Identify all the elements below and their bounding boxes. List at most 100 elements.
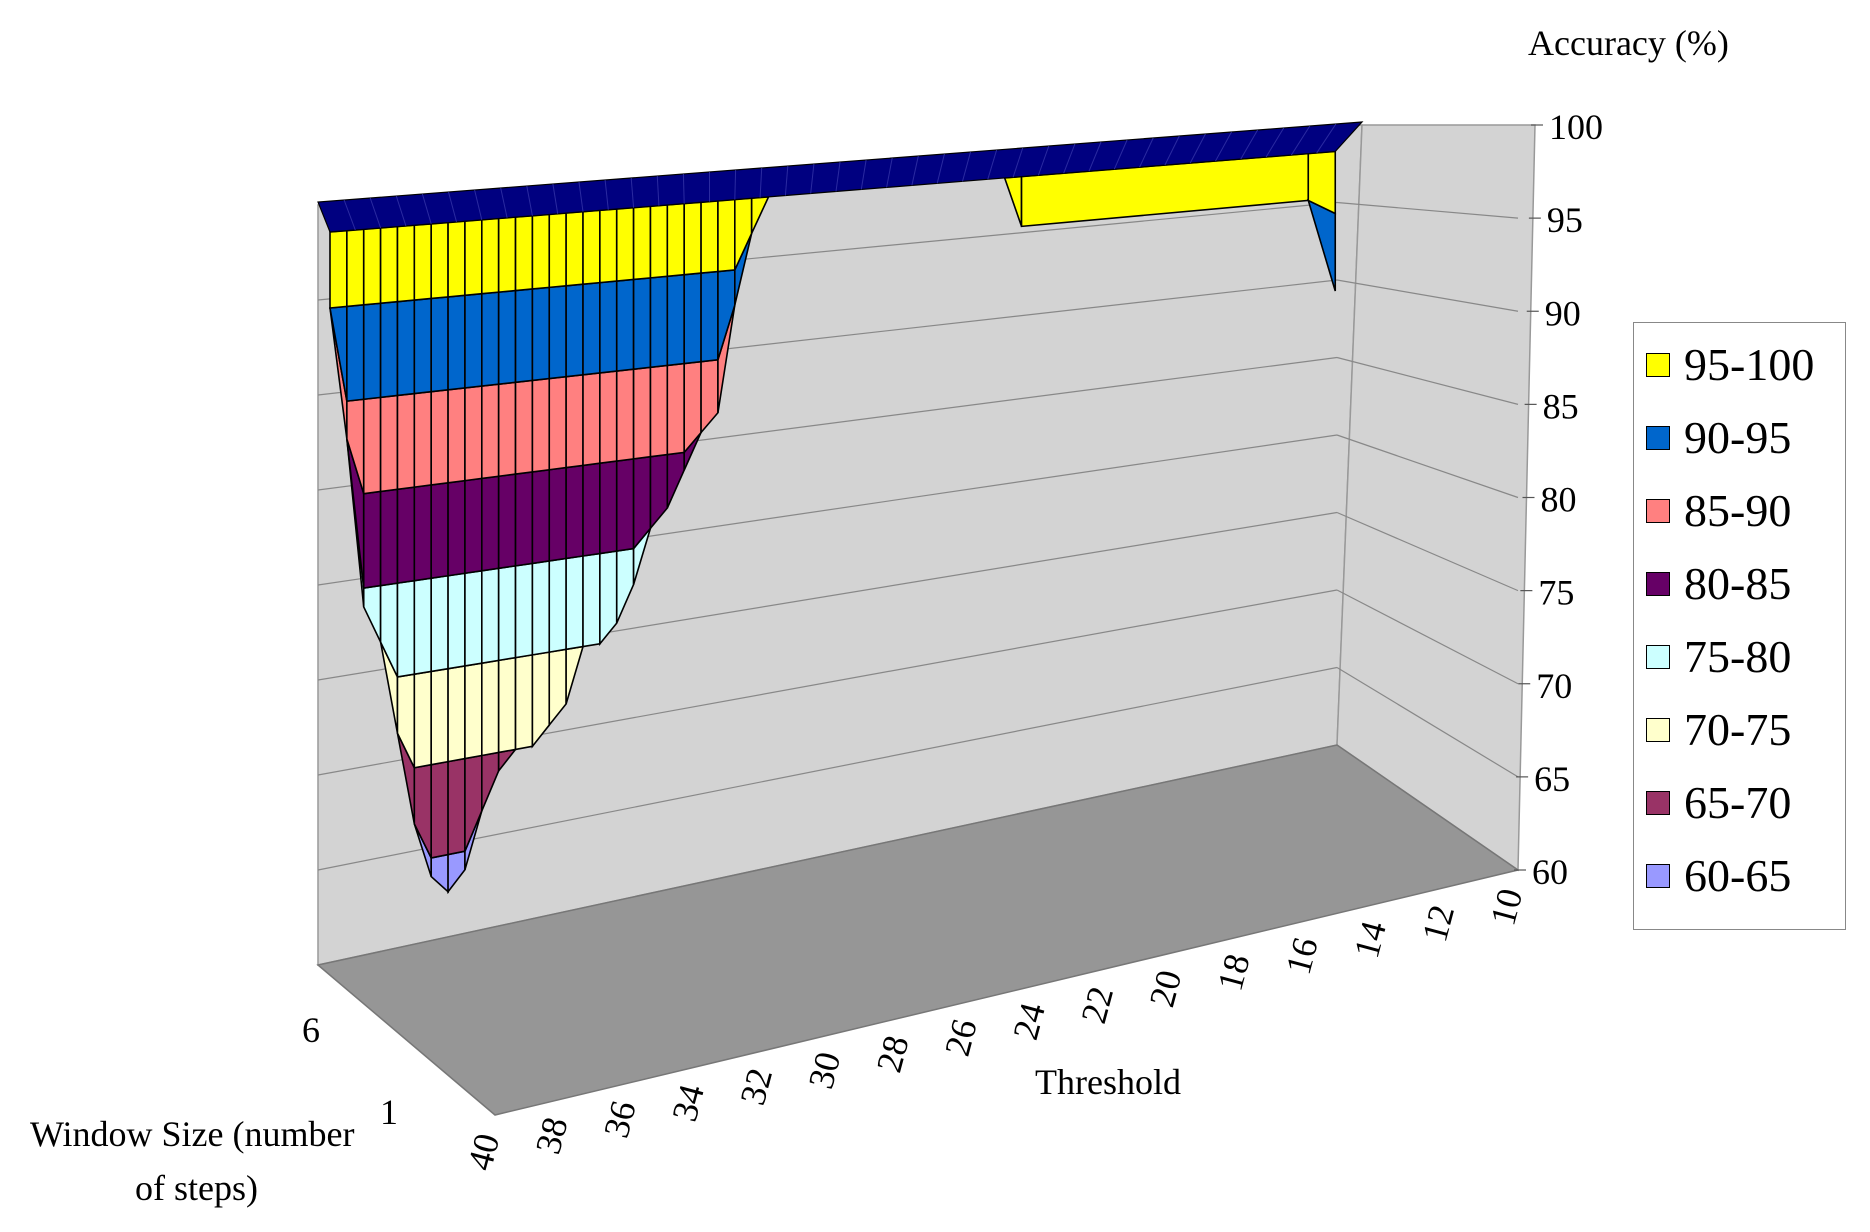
top-gridline [734, 169, 737, 200]
surface-facet [666, 273, 686, 367]
surface-facet [447, 479, 466, 577]
surface-facet [430, 388, 449, 486]
threshold-tick: 26 [937, 1015, 985, 1060]
top-gridline [1063, 143, 1076, 174]
surface-facet [514, 288, 534, 384]
surface-facet [683, 201, 702, 276]
surface-facet [615, 368, 635, 462]
legend-item: 75-80 [1634, 629, 1845, 685]
surface-facet [430, 221, 449, 300]
legend-swatch [1646, 718, 1670, 742]
surface-facet [615, 278, 635, 372]
z-axis-label: Accuracy (%) [1528, 23, 1729, 63]
top-gridline [1316, 123, 1337, 154]
threshold-tick: 34 [664, 1080, 712, 1125]
gridline [1336, 201, 1519, 219]
surface-facet [497, 216, 517, 294]
window-tick-label: 1 [380, 1092, 398, 1132]
surface-facet [396, 486, 416, 585]
threshold-tick: 12 [1414, 901, 1462, 946]
surface-facet [497, 473, 517, 570]
top-gridline [1215, 131, 1232, 162]
surface-facet [413, 577, 433, 676]
legend-item: 85-90 [1634, 483, 1845, 539]
threshold-tick-label: 30 [800, 1048, 848, 1093]
surface-facet [379, 394, 399, 493]
top-gridline [448, 191, 457, 222]
legend-swatch [1646, 499, 1670, 523]
surface-facet [548, 375, 567, 471]
legend-label: 95-100 [1684, 339, 1815, 390]
gridline [1336, 356, 1519, 405]
surface-facet [599, 370, 618, 465]
surface-facet [464, 662, 483, 760]
surface-facet [683, 272, 702, 365]
surface-facet [632, 366, 652, 460]
legend-swatch [1646, 353, 1670, 377]
threshold-tick: 30 [800, 1048, 848, 1093]
threshold-tick-label: 22 [1073, 982, 1121, 1027]
surface-facet [346, 303, 365, 403]
top-gridline [1012, 147, 1024, 178]
z-tick-label: 90 [1545, 293, 1581, 333]
surface-facet [582, 462, 601, 557]
top-gridline [552, 183, 559, 214]
top-gridline [1113, 139, 1128, 170]
surface-facet [396, 392, 416, 491]
surface [329, 150, 1337, 895]
top-gridline [911, 155, 919, 186]
legend-label: 70-75 [1684, 704, 1792, 755]
surface-facet [396, 224, 416, 303]
threshold-tick: 16 [1278, 933, 1326, 978]
threshold-tick: 18 [1210, 950, 1258, 995]
top-gridline [860, 159, 867, 190]
legend-label: 75-80 [1684, 631, 1792, 682]
gridline [1336, 666, 1519, 778]
legend-swatch [1646, 791, 1670, 815]
threshold-tick-label: 10 [1482, 884, 1530, 929]
surface-facet [717, 198, 736, 273]
surface-facet [413, 484, 433, 582]
threshold-tick-label: 14 [1346, 917, 1394, 962]
threshold-tick-label: 20 [1141, 966, 1189, 1011]
top-gridline [343, 199, 356, 231]
top-gridline [1139, 137, 1154, 168]
surface-facet [565, 283, 584, 378]
surface-facet [413, 297, 433, 395]
window-tick-label: 6 [302, 1010, 320, 1050]
surface-facet [480, 659, 500, 757]
top-gridline [784, 165, 789, 196]
surface-facet [430, 667, 449, 766]
threshold-tick-label: 32 [732, 1064, 780, 1109]
z-tick-label: 80 [1541, 480, 1577, 520]
surface-facet [430, 481, 449, 580]
surface-facet [565, 210, 584, 287]
threshold-tick: 24 [1005, 999, 1053, 1044]
surface-facet [565, 555, 584, 651]
legend-swatch [1646, 864, 1670, 888]
legend-swatch [1646, 426, 1670, 450]
legend-item: 95-100 [1634, 337, 1845, 393]
gridline [1336, 511, 1519, 592]
threshold-tick: 36 [596, 1097, 644, 1142]
surface-facet [430, 760, 449, 859]
surface-facet [464, 385, 483, 482]
top-gridline [886, 157, 893, 188]
top-gridline [682, 173, 685, 204]
threshold-tick-label: 28 [869, 1031, 917, 1076]
threshold-tick-label: 26 [937, 1015, 985, 1060]
surface-facet [649, 275, 669, 369]
surface-facet [666, 202, 686, 278]
surface-facet [430, 296, 449, 393]
top-gridline [759, 167, 763, 198]
surface-facet [447, 757, 466, 856]
top-gridline [656, 175, 660, 206]
surface-facet [582, 281, 601, 376]
surface-facet [430, 574, 449, 673]
top-gridline [987, 149, 998, 180]
window-axis-ticks: 16 [302, 1010, 398, 1132]
top-gridline [369, 197, 382, 229]
legend-item: 65-70 [1634, 775, 1845, 831]
surface-facet [565, 373, 584, 469]
threshold-tick: 10 [1482, 884, 1530, 929]
